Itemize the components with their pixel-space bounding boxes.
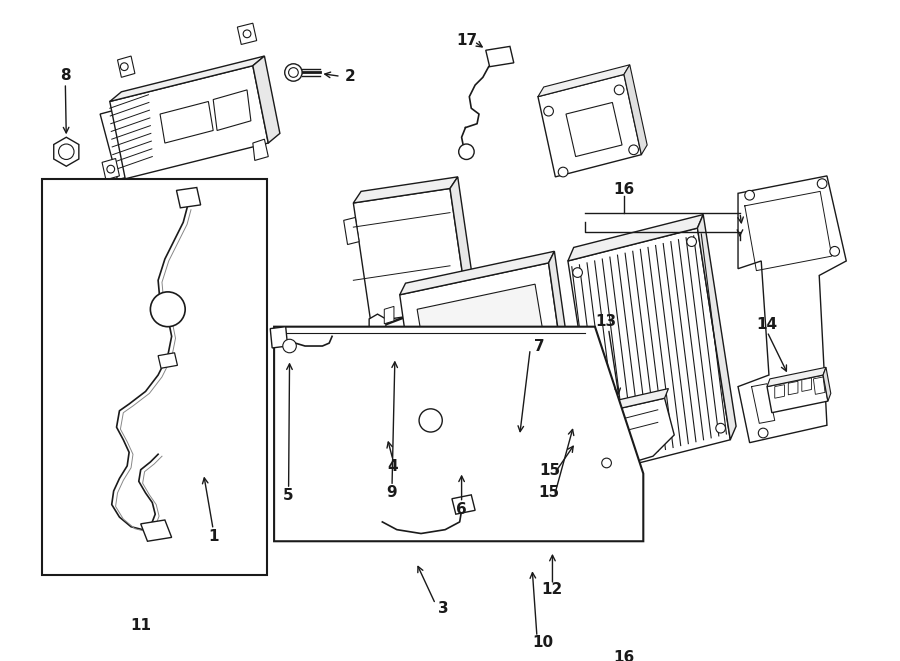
Circle shape (759, 428, 768, 438)
Polygon shape (54, 137, 79, 167)
Circle shape (629, 145, 638, 155)
Polygon shape (100, 77, 255, 180)
Polygon shape (140, 520, 172, 541)
Polygon shape (609, 398, 674, 462)
Polygon shape (486, 46, 514, 67)
Polygon shape (549, 251, 580, 440)
Circle shape (572, 268, 582, 278)
Circle shape (615, 85, 624, 95)
Polygon shape (609, 389, 669, 410)
Polygon shape (417, 350, 539, 391)
Polygon shape (387, 387, 396, 405)
Text: 2: 2 (345, 69, 356, 84)
Bar (42, 179, 267, 575)
Circle shape (558, 167, 568, 177)
Polygon shape (767, 368, 826, 387)
Circle shape (830, 247, 840, 256)
Text: 9: 9 (387, 485, 397, 500)
Circle shape (817, 179, 827, 188)
Polygon shape (387, 339, 402, 357)
Polygon shape (176, 188, 201, 208)
Polygon shape (387, 414, 397, 432)
Circle shape (58, 144, 74, 159)
Circle shape (283, 339, 296, 353)
Polygon shape (814, 377, 825, 395)
Circle shape (289, 67, 298, 77)
Polygon shape (354, 188, 467, 322)
Circle shape (121, 63, 128, 71)
Text: 11: 11 (130, 618, 151, 633)
Polygon shape (400, 263, 573, 472)
Text: 6: 6 (456, 502, 467, 517)
Polygon shape (253, 56, 280, 143)
Text: 14: 14 (757, 317, 778, 332)
Polygon shape (279, 333, 301, 358)
Polygon shape (824, 368, 831, 401)
Circle shape (544, 106, 554, 116)
Polygon shape (238, 23, 256, 44)
Text: 1: 1 (208, 529, 219, 544)
Text: 16: 16 (613, 650, 634, 661)
Polygon shape (775, 385, 785, 398)
Polygon shape (452, 495, 475, 514)
Polygon shape (400, 251, 554, 295)
Text: 10: 10 (532, 635, 554, 650)
Polygon shape (253, 139, 268, 161)
Circle shape (419, 409, 442, 432)
Circle shape (150, 292, 185, 327)
Polygon shape (568, 228, 730, 473)
Polygon shape (102, 159, 120, 180)
Polygon shape (274, 327, 644, 541)
Polygon shape (110, 65, 268, 179)
Polygon shape (386, 360, 395, 378)
Polygon shape (158, 353, 177, 368)
Polygon shape (160, 102, 213, 143)
Circle shape (284, 64, 302, 81)
Polygon shape (384, 307, 394, 324)
Circle shape (687, 237, 697, 247)
Circle shape (602, 458, 611, 468)
Text: 8: 8 (60, 68, 70, 83)
Polygon shape (767, 375, 828, 412)
Polygon shape (110, 56, 265, 102)
Text: 5: 5 (284, 488, 294, 503)
Circle shape (745, 190, 754, 200)
Polygon shape (369, 314, 386, 333)
Text: 3: 3 (438, 602, 448, 617)
Text: 16: 16 (613, 182, 634, 197)
Polygon shape (354, 177, 458, 203)
Polygon shape (698, 215, 736, 440)
Circle shape (716, 423, 725, 433)
Polygon shape (788, 381, 798, 395)
Polygon shape (738, 176, 846, 443)
Text: 17: 17 (456, 33, 477, 48)
Text: 7: 7 (534, 338, 544, 354)
Text: 15: 15 (538, 485, 559, 500)
Polygon shape (270, 327, 288, 348)
Polygon shape (213, 90, 251, 130)
Polygon shape (566, 102, 622, 157)
Polygon shape (118, 56, 135, 77)
Polygon shape (385, 333, 395, 351)
Circle shape (459, 144, 474, 159)
Polygon shape (521, 435, 537, 454)
Circle shape (243, 30, 251, 38)
Text: 15: 15 (539, 463, 560, 478)
Polygon shape (538, 75, 642, 177)
Polygon shape (568, 215, 703, 261)
Text: 13: 13 (595, 315, 616, 329)
Polygon shape (344, 217, 359, 245)
Circle shape (107, 165, 114, 173)
Polygon shape (450, 177, 475, 307)
Polygon shape (624, 65, 647, 155)
Polygon shape (538, 65, 630, 97)
Text: 4: 4 (388, 459, 399, 475)
Polygon shape (417, 284, 549, 391)
Text: 12: 12 (541, 582, 562, 597)
Polygon shape (802, 378, 812, 391)
